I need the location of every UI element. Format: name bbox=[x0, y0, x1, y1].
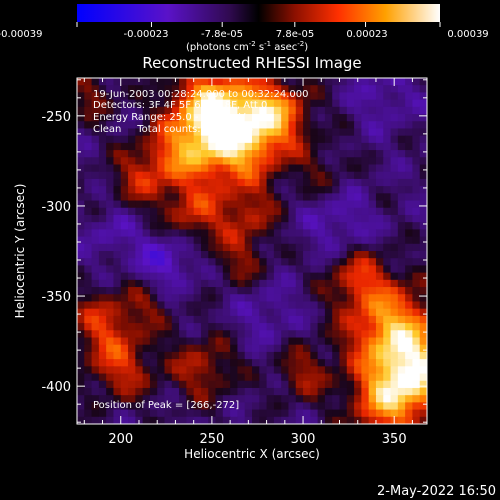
y-axis-label: Heliocentric Y (arcsec) bbox=[13, 184, 27, 319]
x-axis-label: Heliocentric X (arcsec) bbox=[184, 447, 320, 461]
chart-title: Reconstructed RHESSI Image bbox=[142, 54, 361, 72]
heatmap-image bbox=[77, 78, 427, 424]
annotation-method-counts: Clean Total counts: 6.21E+04 bbox=[93, 124, 253, 135]
colorbar-ticks bbox=[76, 22, 441, 27]
footer-timestamp: 2-May-2022 16:50 bbox=[377, 484, 496, 499]
colorbar-tick-label: -7.8e-05 bbox=[201, 29, 243, 40]
y-tick-label: -300 bbox=[41, 200, 71, 215]
axis-ticks bbox=[77, 78, 427, 424]
colorbar bbox=[77, 4, 440, 22]
x-tick-label: 300 bbox=[291, 432, 316, 447]
x-tick-label: 200 bbox=[108, 432, 133, 447]
annotation-detectors: Detectors: 3F 4F 5F 6F 7F 8F, Att 0 bbox=[93, 100, 267, 111]
colorbar-tick-label: 7.8e-05 bbox=[276, 29, 314, 40]
plot-frame bbox=[76, 77, 428, 425]
colorbar-tick-label: -0.00039 bbox=[0, 29, 42, 40]
annotation-peak-position: Position of Peak = [266,-272] bbox=[93, 400, 239, 411]
x-tick-label: 250 bbox=[199, 432, 224, 447]
colorbar-unit: (photons cm-2 s-1 asec-2) bbox=[186, 40, 308, 53]
y-tick-label: -250 bbox=[41, 110, 71, 125]
y-tick-label: -400 bbox=[41, 380, 71, 395]
annotation-time-range: 19-Jun-2003 00:28:24.000 to 00:32:24.000 bbox=[93, 89, 309, 100]
y-tick-label: -350 bbox=[41, 290, 71, 305]
x-tick-label: 350 bbox=[382, 432, 407, 447]
colorbar-tick-label: -0.00023 bbox=[124, 29, 169, 40]
annotation-energy-range: Energy Range: 25.0 - 50.0 keV bbox=[93, 112, 246, 123]
colorbar-tick-label: 0.00039 bbox=[447, 29, 488, 40]
colorbar-tick-label: 0.00023 bbox=[346, 29, 387, 40]
